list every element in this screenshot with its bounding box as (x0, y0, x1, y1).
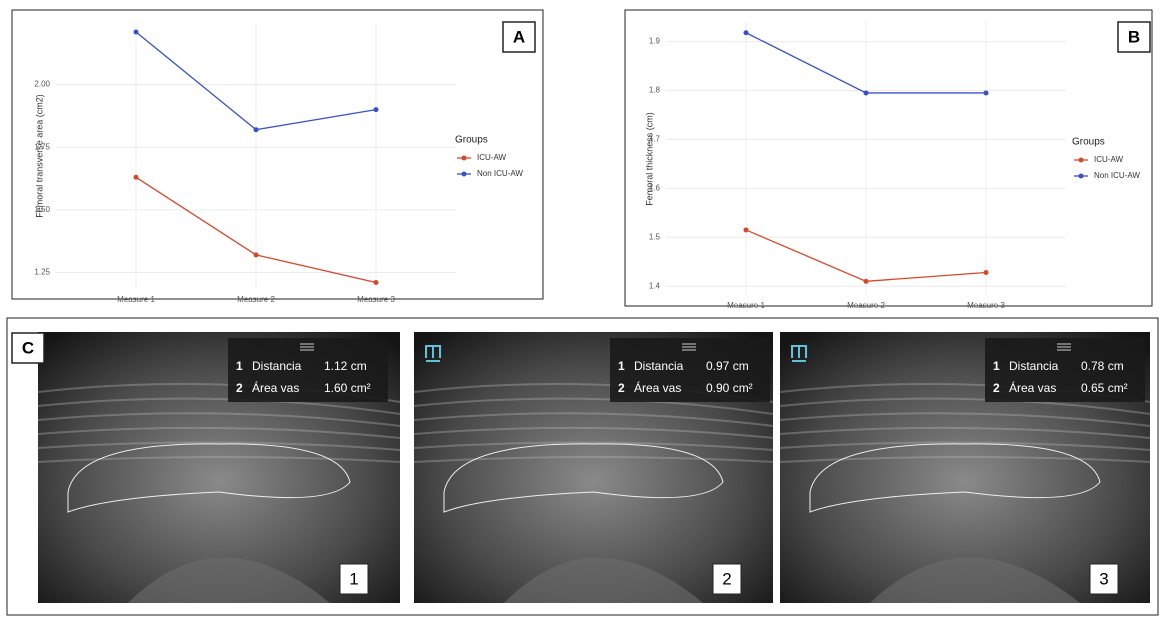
y-axis-label: Femoral thickness (cm) (644, 112, 654, 206)
legend-label: ICU-AW (1094, 155, 1123, 164)
image-number: 2 (722, 569, 731, 588)
legend-swatch (462, 156, 467, 161)
point (374, 107, 379, 112)
point (744, 30, 749, 35)
panel-b-frame (625, 10, 1152, 306)
measurement-value: 0.97 cm (706, 359, 749, 373)
measurement-index: 1 (618, 359, 625, 373)
panel-label: C (22, 338, 34, 357)
measurement-value: 1.60 cm² (324, 381, 371, 395)
measurement-index: 1 (236, 359, 243, 373)
measurement-label: Área vas (1009, 380, 1056, 395)
point (254, 252, 259, 257)
point (134, 30, 139, 35)
measurement-label: Distancia (252, 359, 302, 373)
legend-label: ICU-AW (477, 153, 506, 162)
x-tick-label: Measure 1 (727, 301, 765, 310)
x-tick-label: Measure 3 (967, 301, 1005, 310)
measurement-index: 2 (236, 381, 243, 395)
x-tick-label: Measure 2 (237, 295, 275, 304)
figure: 1.251.501.752.00Measure 1Measure 2Measur… (0, 0, 1164, 628)
measurement-label: Distancia (634, 359, 684, 373)
legend-swatch (1079, 174, 1084, 179)
x-tick-label: Measure 2 (847, 301, 885, 310)
point (374, 280, 379, 285)
measurement-label: Área vas (634, 380, 681, 395)
point (254, 127, 259, 132)
point (864, 279, 869, 284)
legend-title: Groups (455, 135, 488, 146)
y-tick-label: 2.00 (34, 80, 50, 89)
point (984, 90, 989, 95)
point (134, 175, 139, 180)
measurement-value: 0.90 cm² (706, 381, 753, 395)
measurement-value: 0.78 cm (1081, 359, 1124, 373)
legend-title: Groups (1072, 137, 1105, 148)
y-tick-label: 1.25 (34, 268, 50, 277)
legend-swatch (1079, 158, 1084, 163)
legend-swatch (462, 172, 467, 177)
y-tick-label: 1.8 (649, 86, 661, 95)
panel-label: A (513, 27, 525, 46)
measurement-value: 1.12 cm (324, 359, 367, 373)
y-tick-label: 1.9 (649, 37, 661, 46)
legend-label: Non ICU-AW (1094, 171, 1140, 180)
image-number: 1 (349, 569, 358, 588)
panel-label: B (1128, 27, 1140, 46)
measurement-index: 1 (993, 359, 1000, 373)
measurement-index: 2 (618, 381, 625, 395)
point (744, 227, 749, 232)
point (864, 90, 869, 95)
y-tick-label: 1.4 (649, 281, 661, 290)
y-tick-label: 1.5 (649, 232, 661, 241)
measurement-value: 0.65 cm² (1081, 381, 1128, 395)
point (984, 270, 989, 275)
legend-label: Non ICU-AW (477, 169, 523, 178)
x-tick-label: Measure 1 (117, 295, 155, 304)
y-axis-label: Femoral transverse area (cm2) (34, 94, 44, 218)
measurement-label: Área vas (252, 380, 299, 395)
x-tick-label: Measure 3 (357, 295, 395, 304)
image-number: 3 (1099, 569, 1108, 588)
panel-a-frame (12, 10, 543, 299)
measurement-label: Distancia (1009, 359, 1059, 373)
measurement-index: 2 (993, 381, 1000, 395)
